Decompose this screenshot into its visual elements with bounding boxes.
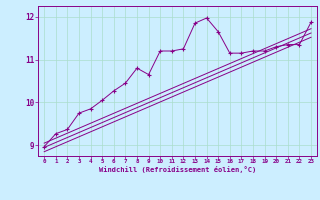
X-axis label: Windchill (Refroidissement éolien,°C): Windchill (Refroidissement éolien,°C) <box>99 166 256 173</box>
